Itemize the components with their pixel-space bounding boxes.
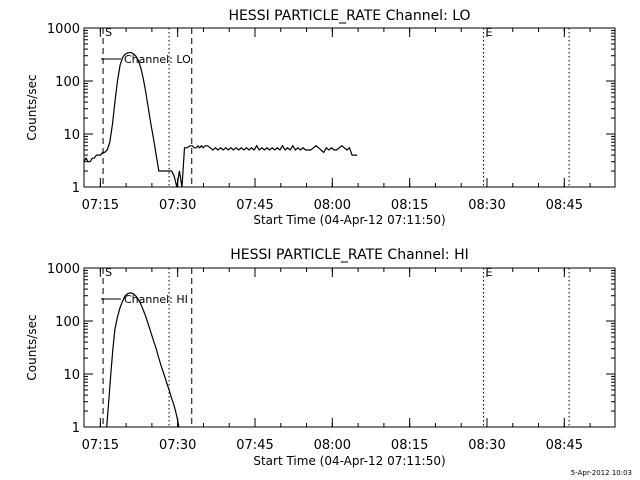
y-tick-label: 10 xyxy=(63,368,80,383)
chart-title: HESSI PARTICLE_RATE Channel: HI xyxy=(230,247,468,263)
marker-label: S xyxy=(105,266,112,279)
x-tick-label: 08:30 xyxy=(468,438,505,453)
marker-label: S xyxy=(105,26,112,39)
y-axis-label: Counts/sec xyxy=(25,314,39,380)
series-line xyxy=(83,51,358,188)
y-tick-label: 100 xyxy=(55,315,80,330)
chart-panel-hi: HESSI PARTICLE_RATE Channel: HI Counts/se… xyxy=(25,247,616,468)
x-tick-label: 08:15 xyxy=(391,198,428,213)
chart-title: HESSI PARTICLE_RATE Channel: LO xyxy=(228,8,470,24)
marker-label: E xyxy=(486,26,493,39)
plot-frame xyxy=(83,27,616,188)
x-axis-label: Start Time (04-Apr-12 07:11:50) xyxy=(253,213,445,227)
x-tick-label: 08:15 xyxy=(391,438,428,453)
x-tick-label: 08:00 xyxy=(314,198,351,213)
chart-panel-lo: HESSI PARTICLE_RATE Channel: LO Counts/se… xyxy=(25,8,616,227)
x-tick-label: 08:45 xyxy=(546,438,583,453)
x-tick-label: 07:45 xyxy=(236,198,273,213)
x-tick-label: 08:30 xyxy=(468,198,505,213)
y-tick-label: 10 xyxy=(63,128,80,143)
y-tick-label: 1 xyxy=(72,181,80,196)
plot-frame xyxy=(83,267,616,428)
y-tick-label: 1000 xyxy=(47,262,80,277)
x-tick-label: 08:00 xyxy=(314,438,351,453)
x-tick-label: 07:15 xyxy=(82,438,119,453)
y-axis-label: Counts/sec xyxy=(25,74,39,140)
y-tick-label: 1000 xyxy=(47,22,80,37)
legend-label: Channel: LO xyxy=(124,53,191,66)
x-tick-label: 07:30 xyxy=(159,438,196,453)
legend-label: Channel: HI xyxy=(124,293,188,306)
y-tick-label: 1 xyxy=(72,421,80,436)
x-tick-label: 07:15 xyxy=(82,198,119,213)
x-axis-label: Start Time (04-Apr-12 07:11:50) xyxy=(253,454,445,468)
series-line xyxy=(106,292,180,428)
y-tick-label: 100 xyxy=(55,75,80,90)
x-tick-label: 08:45 xyxy=(546,198,583,213)
marker-label: E xyxy=(486,266,493,279)
footer-date: 5-Apr-2012 10:03 xyxy=(570,469,632,477)
x-tick-label: 07:45 xyxy=(236,438,273,453)
x-tick-label: 07:30 xyxy=(159,198,196,213)
